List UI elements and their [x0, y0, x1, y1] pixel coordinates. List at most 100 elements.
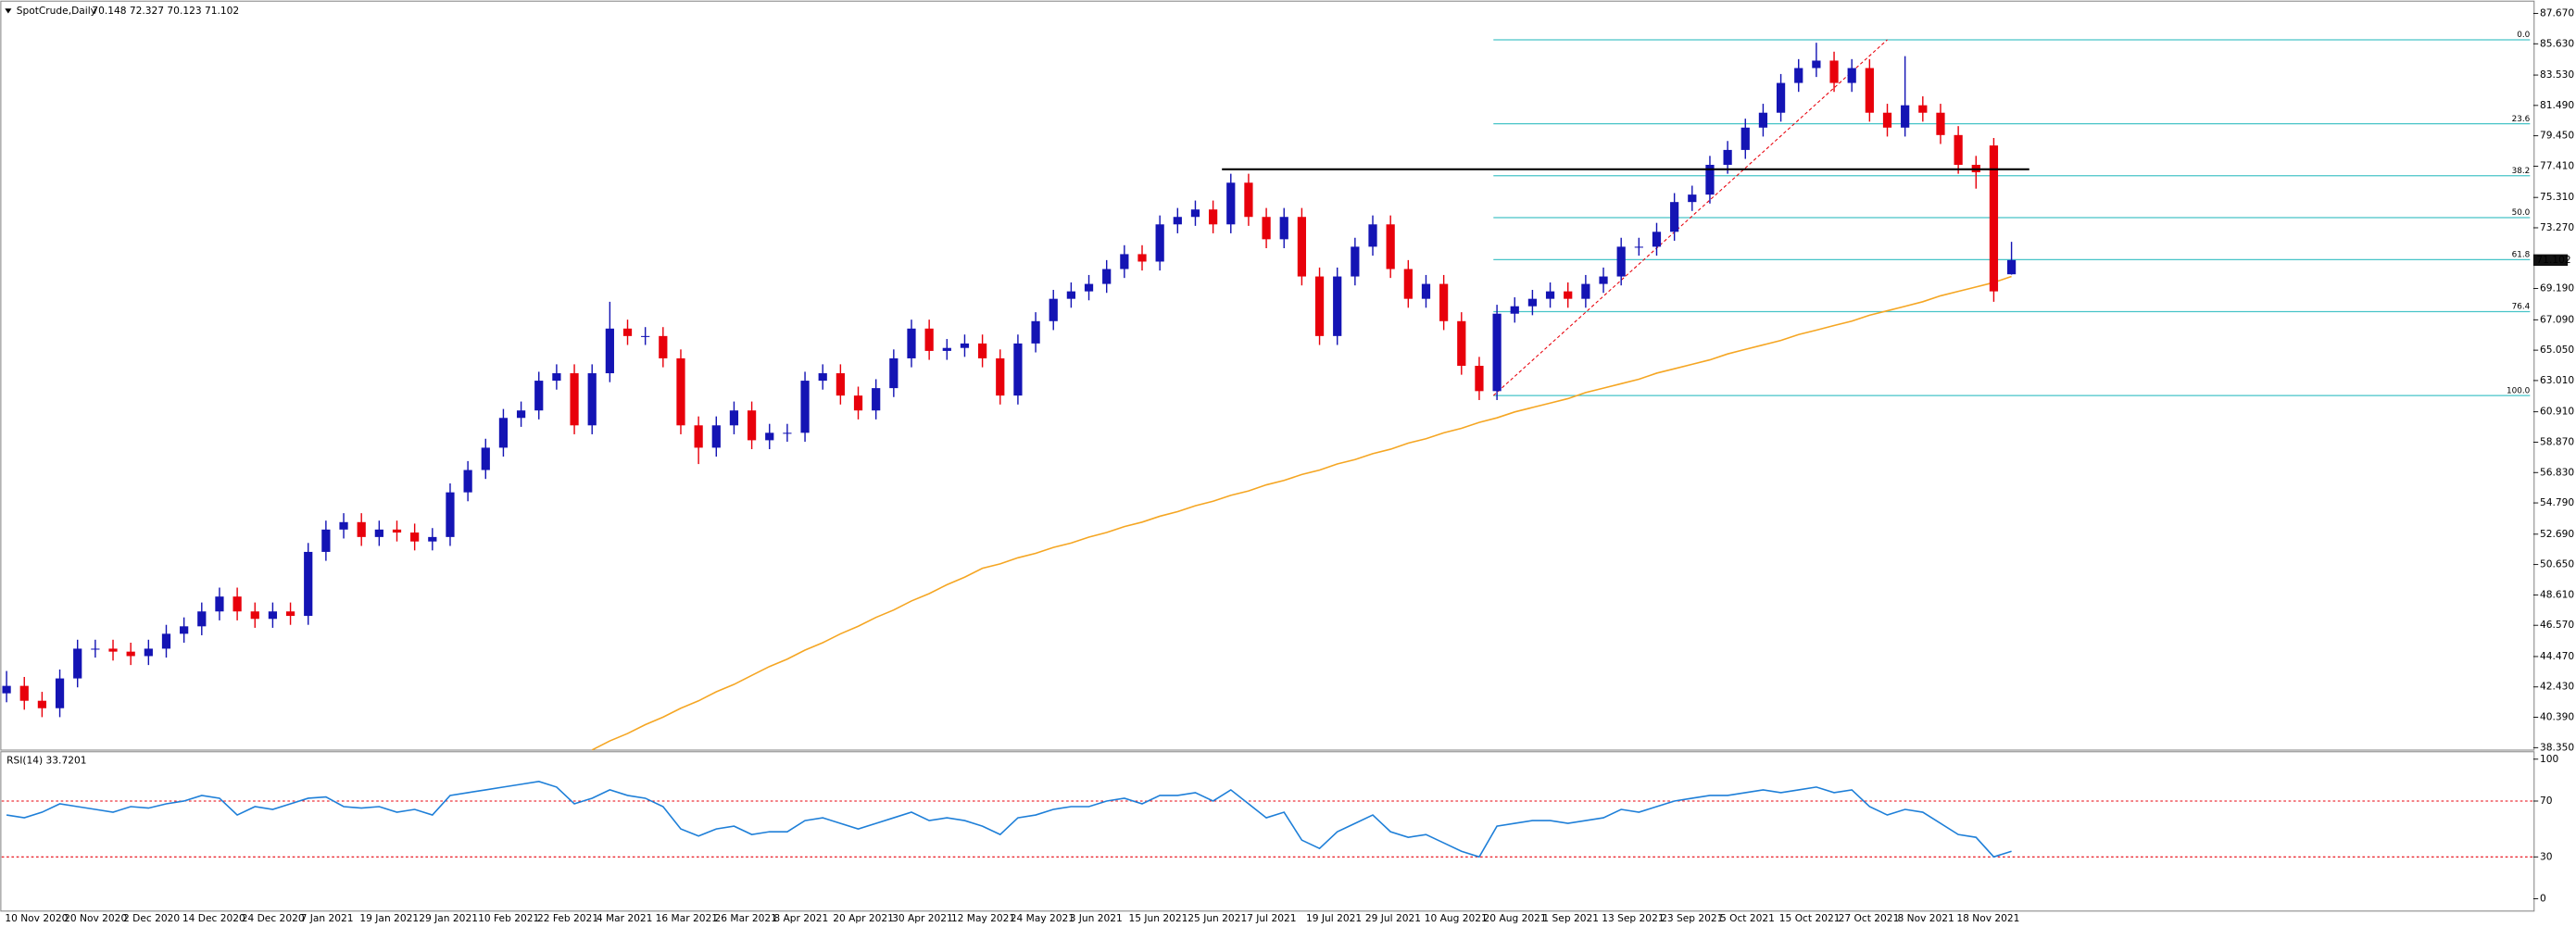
- y-tick-label: 75.310: [2540, 191, 2574, 203]
- candle-body: [729, 410, 739, 426]
- y-tick-label: 65.050: [2540, 344, 2574, 356]
- x-tick-label: 5 Oct 2021: [1720, 912, 1775, 924]
- candle-body: [924, 328, 934, 351]
- fib-label: 0.0: [2517, 31, 2530, 40]
- x-tick-label: 4 Mar 2021: [597, 912, 653, 924]
- x-tick-label: 24 Dec 2020: [242, 912, 305, 924]
- candle-body: [321, 529, 331, 552]
- candle-body: [1510, 306, 1519, 314]
- x-tick-label: 10 Aug 2021: [1425, 912, 1488, 924]
- y-tick-label: 58.870: [2540, 435, 2574, 447]
- candle-body: [1403, 269, 1413, 299]
- y-tick-label: 79.450: [2540, 130, 2574, 142]
- candle-body: [587, 373, 597, 426]
- candle-body: [1705, 164, 1715, 195]
- candle-body: [1457, 320, 1466, 367]
- candle-body: [977, 343, 987, 358]
- candle-body: [1084, 283, 1094, 292]
- candle-body: [1066, 291, 1075, 299]
- candle-body: [2, 685, 11, 694]
- candle-body: [622, 328, 633, 336]
- y-tick-label: 50.650: [2540, 558, 2574, 570]
- candle-body: [1527, 298, 1538, 307]
- x-tick-label: 23 Sep 2021: [1661, 912, 1723, 924]
- candle-body: [1758, 112, 1768, 128]
- x-tick-label: 12 May 2021: [951, 912, 1015, 924]
- x-tick-label: 20 Aug 2021: [1484, 912, 1547, 924]
- candle-body: [641, 335, 650, 337]
- candle-body: [232, 596, 242, 612]
- candle-body: [907, 328, 916, 358]
- candle-body: [1421, 283, 1431, 299]
- candle-body: [1120, 254, 1129, 269]
- x-tick-label: 18 Nov 2021: [1956, 912, 2019, 924]
- menu-triangle: [5, 8, 12, 14]
- candle-body: [1545, 291, 1555, 299]
- candle-body: [605, 328, 614, 374]
- candle-body: [1865, 68, 1874, 113]
- candle-body: [1351, 246, 1360, 277]
- candle-body: [1333, 276, 1342, 336]
- y-tick-label: 70: [2540, 795, 2553, 807]
- x-tick-label: 25 Jun 2021: [1187, 912, 1247, 924]
- ohlc-header: 70.148 72.327 70.123 71.102: [92, 5, 239, 17]
- candle-body: [1989, 145, 1999, 292]
- candle-body: [1244, 182, 1253, 218]
- x-tick-label: 30 Apr 2021: [892, 912, 953, 924]
- candle-body: [853, 395, 863, 411]
- candle-body: [1776, 82, 1786, 113]
- x-tick-label: 1 Sep 2021: [1542, 912, 1599, 924]
- y-tick-label: 81.490: [2540, 99, 2574, 111]
- candle-body: [942, 347, 951, 351]
- y-tick-label: 56.830: [2540, 466, 2574, 478]
- y-tick-label: 42.430: [2540, 681, 2574, 693]
- y-tick-label: 60.910: [2540, 406, 2574, 418]
- candle-body: [552, 373, 561, 382]
- y-tick-label: 30: [2540, 850, 2553, 862]
- x-tick-label: 15 Jun 2021: [1128, 912, 1187, 924]
- candle-body: [889, 357, 898, 389]
- y-tick-label: 38.350: [2540, 741, 2574, 753]
- y-tick-label: 44.470: [2540, 650, 2574, 662]
- candle-body: [872, 388, 881, 411]
- candle-body: [1190, 209, 1200, 218]
- candle-body: [1475, 366, 1484, 392]
- x-tick-label: 8 Nov 2021: [1898, 912, 1954, 924]
- rsi-line: [6, 781, 2012, 858]
- fib-label: 61.8: [2512, 251, 2531, 260]
- y-tick-label: 48.610: [2540, 588, 2574, 600]
- candle-body: [1670, 202, 1679, 232]
- y-tick-label: 69.190: [2540, 282, 2574, 294]
- candle-body: [694, 425, 703, 448]
- x-tick-label: 20 Nov 2020: [64, 912, 127, 924]
- candle-body: [1812, 60, 1821, 69]
- candle-body: [1314, 276, 1325, 336]
- candle-body: [765, 432, 774, 441]
- x-tick-label: 19 Jul 2021: [1306, 912, 1362, 924]
- candle-body: [1102, 269, 1112, 284]
- x-tick-label: 16 Mar 2021: [656, 912, 718, 924]
- price-label: 71.102: [2536, 254, 2570, 266]
- x-tick-label: 24 May 2021: [1011, 912, 1074, 924]
- candle-body: [1616, 246, 1626, 277]
- price-label-box: [2532, 254, 2569, 267]
- candle-body: [1794, 68, 1803, 83]
- y-tick-label: 85.630: [2540, 37, 2574, 49]
- candle-body: [339, 521, 348, 530]
- fib-label: 38.2: [2512, 167, 2531, 176]
- candle-body: [747, 410, 757, 441]
- candle-body: [19, 685, 29, 701]
- candle-body: [1049, 298, 1058, 321]
- rsi-panel: [0, 751, 2535, 912]
- y-tick-label: 77.410: [2540, 159, 2574, 171]
- candle-body: [1209, 209, 1218, 225]
- y-tick-label: 73.270: [2540, 221, 2574, 233]
- candle-body: [818, 373, 827, 382]
- candle-body: [1031, 320, 1040, 344]
- candle-body: [1155, 224, 1164, 262]
- fib-label: 100.0: [2507, 386, 2531, 395]
- candle-body: [996, 357, 1005, 396]
- candle-body: [570, 373, 579, 426]
